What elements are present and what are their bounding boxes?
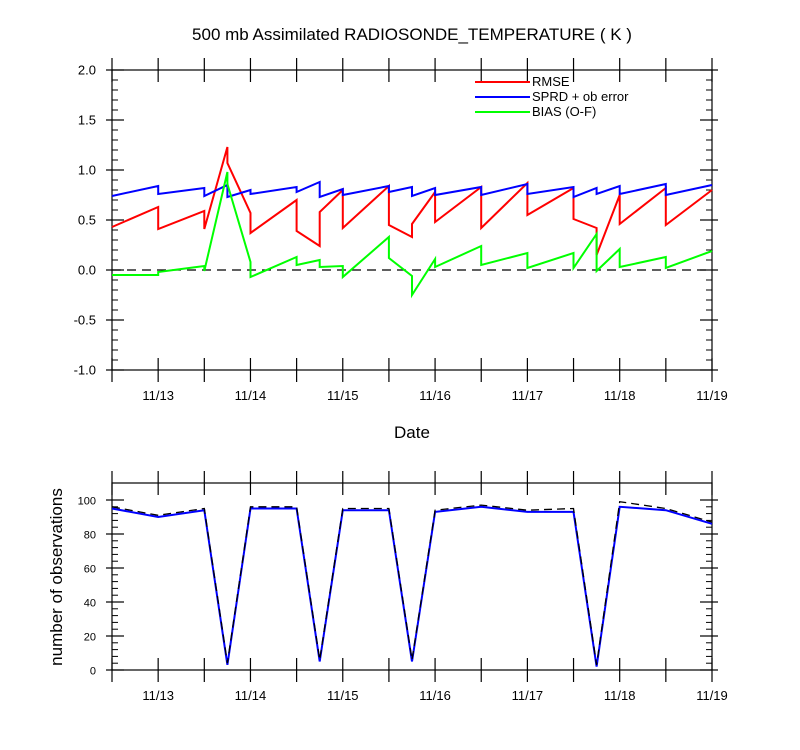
- bottom-series-line-1: [111, 500, 713, 665]
- y-tick-label: 1.5: [78, 113, 96, 128]
- x-tick-label: 11/13: [142, 688, 174, 703]
- x-tick-label: 11/18: [604, 388, 636, 403]
- top-ticks: [106, 58, 718, 382]
- bottom-series: [111, 500, 713, 667]
- top-chart: 500 mb Assimilated RADIOSONDE_TEMPERATUR…: [74, 25, 728, 442]
- x-tick-label: 11/18: [604, 688, 636, 703]
- bottom-y-tick-labels: 0 20 40 60 80 100: [78, 496, 96, 678]
- top-series-line-2: [112, 171, 713, 299]
- y-tick-label: 80: [84, 530, 96, 542]
- x-tick-label: 11/14: [235, 688, 267, 703]
- top-series-line-0: [111, 146, 713, 256]
- y-tick-label: 60: [84, 564, 96, 576]
- x-tick-label: 11/16: [419, 688, 451, 703]
- y-tick-label: 20: [84, 632, 96, 644]
- x-tick-label: 11/16: [419, 388, 451, 403]
- y-tick-label: -1.0: [74, 363, 96, 378]
- y-tick-label: 100: [78, 496, 96, 508]
- legend-label-sprd: SPRD + ob error: [532, 89, 629, 104]
- x-tick-label: 11/19: [696, 688, 728, 703]
- y-tick-label: -0.5: [74, 313, 96, 328]
- bottom-ticks: [106, 471, 718, 682]
- bottom-series-line-0: [111, 505, 713, 667]
- legend: RMSE SPRD + ob error BIAS (O-F): [475, 74, 629, 119]
- y-axis-label-observations: number of observations: [47, 488, 66, 666]
- y-tick-label: 0.0: [78, 263, 96, 278]
- x-tick-label: 11/15: [327, 688, 359, 703]
- plot-frame-bottom: [111, 482, 713, 671]
- y-tick-label: 0: [90, 666, 96, 678]
- x-axis-label: Date: [394, 423, 430, 442]
- top-series: [111, 146, 713, 299]
- x-tick-label: 11/13: [142, 388, 174, 403]
- y-tick-label: 40: [84, 598, 96, 610]
- top-y-tick-labels: -1.0 -0.5 0.0 0.5 1.0 1.5 2.0: [74, 63, 96, 378]
- bottom-x-tick-labels: 11/13 11/14 11/15 11/16 11/17 11/18 11/19: [142, 688, 727, 703]
- y-tick-label: 0.5: [78, 213, 96, 228]
- x-tick-label: 11/15: [327, 388, 359, 403]
- top-series-line-1: [111, 180, 713, 199]
- plot-frame-top: [111, 69, 713, 371]
- legend-label-rmse: RMSE: [532, 74, 570, 89]
- y-tick-label: 1.0: [78, 163, 96, 178]
- top-x-tick-labels: 11/13 11/14 11/15 11/16 11/17 11/18 11/19: [142, 388, 727, 403]
- chart-title: 500 mb Assimilated RADIOSONDE_TEMPERATUR…: [192, 25, 632, 44]
- x-tick-label: 11/17: [512, 388, 544, 403]
- y-tick-label: 2.0: [78, 63, 96, 78]
- x-tick-label: 11/17: [512, 688, 544, 703]
- x-tick-label: 11/19: [696, 388, 728, 403]
- x-tick-label: 11/14: [235, 388, 267, 403]
- legend-label-bias: BIAS (O-F): [532, 104, 596, 119]
